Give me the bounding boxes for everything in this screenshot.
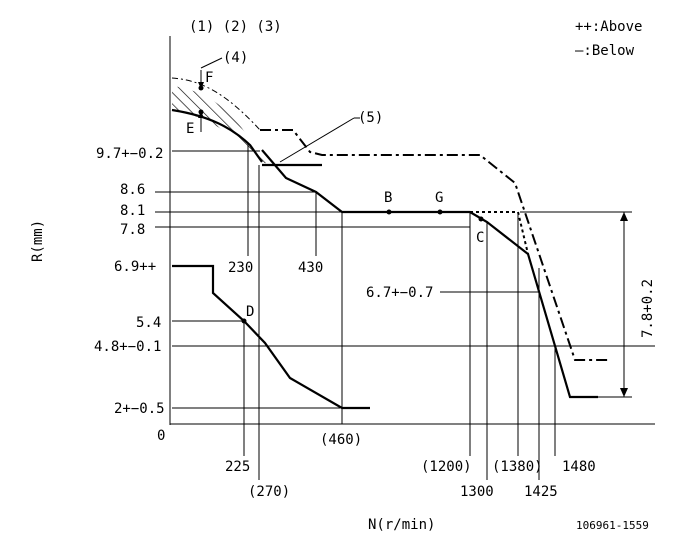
label-e: E: [186, 121, 194, 137]
y-tick-5-4: 5.4: [136, 315, 161, 331]
x-tick-460: (460): [320, 432, 362, 448]
y-tick-8-6: 8.6: [120, 182, 145, 198]
label-c: C: [476, 230, 484, 246]
x-tick-230: 230: [228, 260, 253, 276]
marker-labels: (1) (2) (3): [189, 19, 282, 35]
y-tick-4-8: 4.8+−0.1: [94, 339, 161, 355]
x-axis-label: N(r/min): [368, 517, 435, 533]
point-b: [386, 209, 392, 215]
below-dashdot-line: [260, 129, 610, 361]
above-dotted-segment: [470, 211, 529, 255]
label-g: G: [435, 190, 443, 206]
y-tick-2: 2+−0.5: [114, 401, 165, 417]
span-7-8-label: 7.8+0.2: [640, 279, 656, 338]
y-tick-7-8: 7.8: [120, 222, 145, 238]
point-d: [241, 318, 247, 324]
label-d: D: [246, 304, 254, 320]
label-f: F: [205, 70, 213, 86]
main-curve-upper: [171, 108, 263, 163]
x-tick-270: (270): [248, 484, 290, 500]
label-b: B: [384, 190, 392, 206]
lower-curve: [172, 264, 370, 410]
label-5: (5): [358, 110, 383, 126]
legend-below: —:Below: [575, 43, 635, 59]
x-tick-1200: (1200): [421, 459, 472, 475]
leader-5: [279, 117, 355, 163]
x-tick-1480: 1480: [562, 459, 596, 475]
above-limit-curve: [171, 77, 261, 131]
leader-4: [200, 57, 223, 69]
origin-label: 0: [157, 428, 165, 444]
x-tick-1300: 1300: [460, 484, 494, 500]
label-4: (4): [223, 50, 248, 66]
x-tick-1425: 1425: [524, 484, 558, 500]
span-arrow-top: [620, 212, 628, 221]
tolerance-6-7: 6.7+−0.7: [366, 285, 433, 301]
span-arrow-bottom: [620, 388, 628, 397]
point-f: [198, 85, 204, 91]
y-tick-9-7: 9.7+−0.2: [96, 146, 163, 162]
figure-code: 106961-1559: [576, 519, 649, 532]
point-g: [437, 209, 443, 215]
x-tick-1380: (1380): [492, 459, 543, 475]
x-tick-430: 430: [298, 260, 323, 276]
y-tick-8-1: 8.1: [120, 203, 145, 219]
y-tick-6-9: 6.9++: [114, 259, 156, 275]
x-tick-225: 225: [225, 459, 250, 475]
point-c: [478, 216, 484, 222]
point-e: [198, 109, 204, 115]
legend-above: ++:Above: [575, 19, 642, 35]
y-axis-label: R(mm): [30, 220, 46, 262]
